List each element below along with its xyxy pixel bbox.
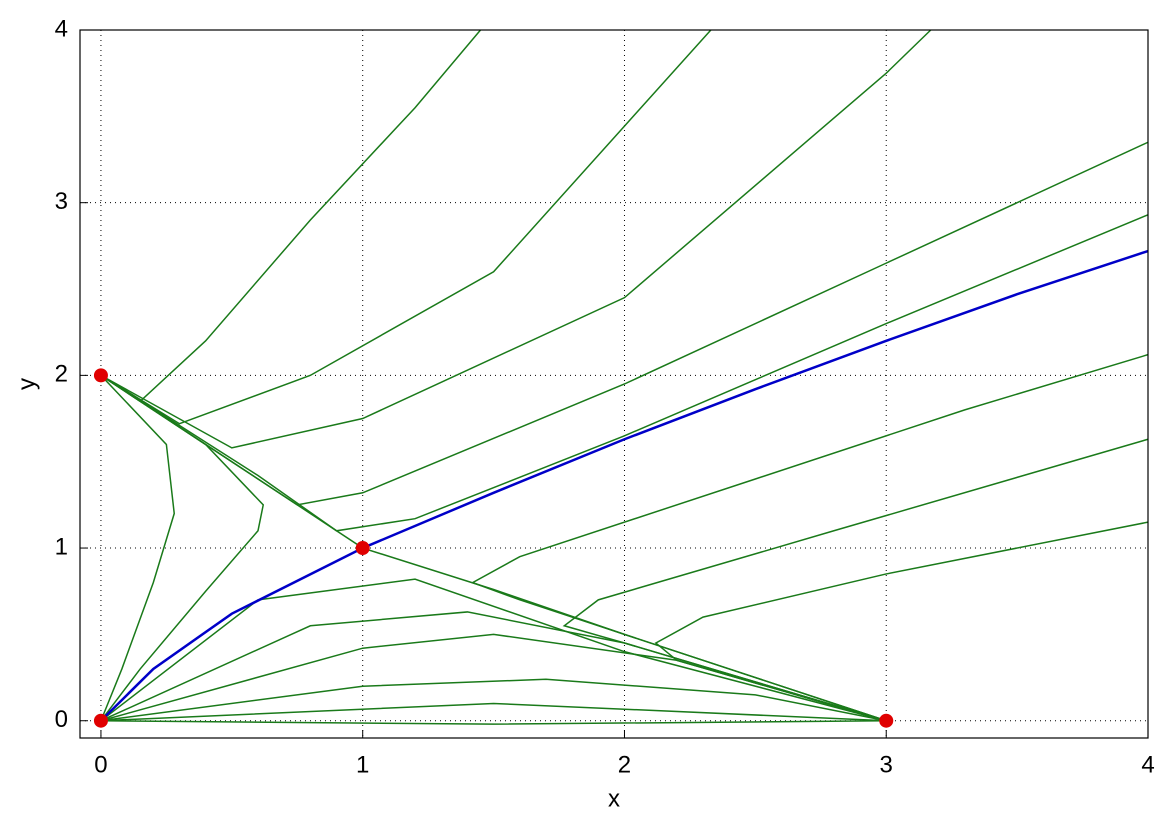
x-tick-label: 0 bbox=[94, 751, 107, 778]
axes-box bbox=[79, 29, 1149, 739]
y-tick-label: 4 bbox=[55, 15, 68, 42]
plot-area bbox=[80, 30, 1148, 738]
equilibrium-point bbox=[93, 368, 108, 383]
x-axis-label: x bbox=[608, 785, 620, 812]
trajectory bbox=[100, 214, 1149, 532]
equilibrium-point bbox=[355, 541, 370, 556]
equilibrium-point bbox=[879, 713, 894, 728]
y-tick-label: 1 bbox=[55, 533, 68, 560]
trajectory bbox=[562, 438, 1149, 722]
y-tick-label: 3 bbox=[55, 188, 68, 215]
trajectory bbox=[100, 719, 887, 725]
trajectory bbox=[100, 374, 265, 722]
y-tick-label: 0 bbox=[55, 706, 68, 733]
equilibrium-point bbox=[93, 713, 108, 728]
y-axis-label: y bbox=[13, 378, 40, 390]
trajectory bbox=[470, 353, 1149, 722]
x-tick-label: 2 bbox=[618, 751, 631, 778]
trajectory bbox=[100, 29, 712, 425]
x-tick-label: 3 bbox=[880, 751, 893, 778]
trajectory bbox=[654, 521, 1149, 722]
trajectory bbox=[100, 702, 887, 722]
x-tick-label: 4 bbox=[1141, 751, 1154, 778]
trajectory bbox=[100, 678, 887, 722]
trajectory bbox=[100, 578, 887, 722]
trajectory bbox=[100, 141, 1149, 506]
trajectory bbox=[100, 249, 1149, 722]
trajectory bbox=[100, 29, 932, 449]
y-tick-label: 2 bbox=[55, 361, 68, 388]
x-tick-label: 1 bbox=[356, 751, 369, 778]
trajectory bbox=[100, 374, 175, 722]
